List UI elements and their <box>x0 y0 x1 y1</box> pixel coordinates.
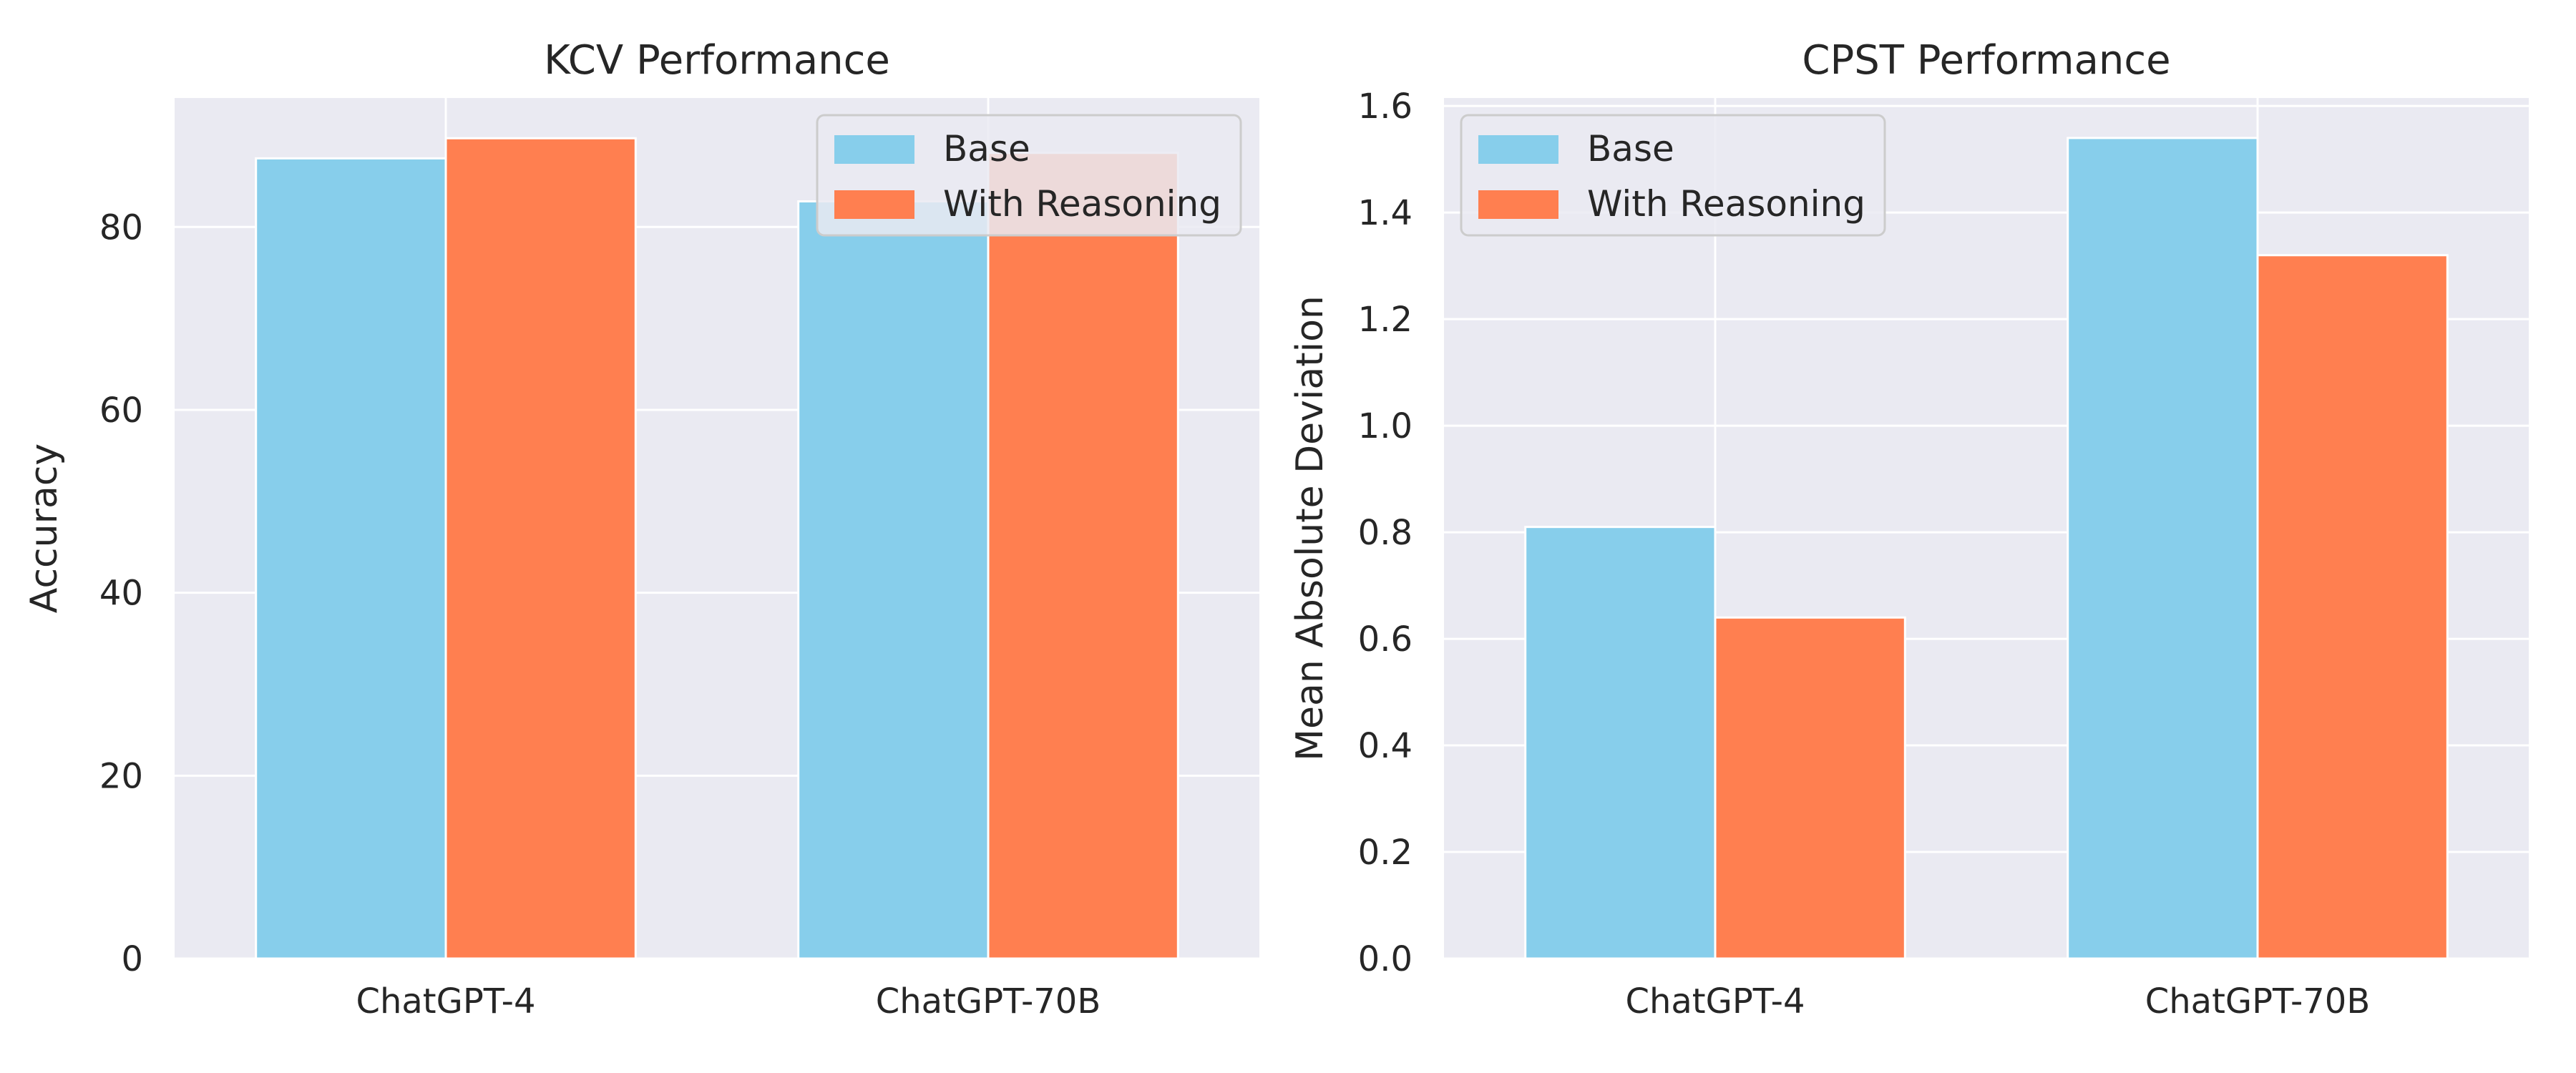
cpst-legend-box <box>1460 114 1886 237</box>
kcv-legend-label-base: Base <box>943 128 1030 170</box>
cpst-y-tick-label: 0.2 <box>1358 833 1413 873</box>
kcv-legend-swatch-reasoning <box>834 190 914 219</box>
cpst-chart-title: CPST Performance <box>1802 37 2170 84</box>
cpst-y-axis-label: Mean Absolute Deviation <box>1289 295 1332 761</box>
cpst-y-tick-label: 1.2 <box>1358 300 1413 340</box>
cpst-y-tick-label: 0.8 <box>1358 513 1413 553</box>
kcv-y-tick-label: 80 <box>99 207 143 248</box>
cpst-y-tick-label: 1.6 <box>1358 87 1413 127</box>
cpst-y-tick-label: 0.4 <box>1358 726 1413 766</box>
cpst-bar-base-chatgpt-4 <box>1524 526 1717 960</box>
cpst-bar-reasoning-chatgpt-70b <box>2256 254 2449 960</box>
cpst-chart-panel: 0.0 0.2 0.4 0.6 0.8 1.0 1.2 1.4 1.6 ChatGPT-4 Cha… <box>1289 37 2529 1021</box>
cpst-legend-label-base: Base <box>1587 128 1674 170</box>
cpst-legend-swatch-reasoning <box>1478 190 1558 219</box>
kcv-legend-label-reasoning: With Reasoning <box>943 183 1221 225</box>
kcv-y-tick-label: 40 <box>99 574 143 614</box>
kcv-legend-box <box>816 114 1242 237</box>
kcv-x-tick-label: ChatGPT-4 <box>356 981 535 1021</box>
kcv-bar-reasoning-chatgpt-4 <box>444 137 637 960</box>
cpst-y-tick-label: 0.0 <box>1358 939 1413 979</box>
cpst-legend-label-reasoning: With Reasoning <box>1587 183 1865 225</box>
cpst-legend: Base With Reasoning <box>1460 114 1886 237</box>
kcv-bar-base-chatgpt-4 <box>255 157 447 960</box>
cpst-bar-base-chatgpt-70b <box>2067 137 2259 960</box>
kcv-legend: Base With Reasoning <box>816 114 1242 237</box>
cpst-y-tick-label: 1.0 <box>1358 406 1413 446</box>
kcv-legend-swatch-base <box>834 135 914 164</box>
cpst-y-tick-label: 1.4 <box>1358 193 1413 233</box>
kcv-chart-title: KCV Performance <box>544 37 890 84</box>
cpst-x-tick-label: ChatGPT-4 <box>1625 981 1805 1021</box>
kcv-bar-reasoning-chatgpt-70b <box>987 152 1179 960</box>
kcv-y-tick-label: 0 <box>121 939 143 979</box>
kcv-y-tick-label: 60 <box>99 391 143 431</box>
kcv-y-tick-label: 20 <box>99 756 143 796</box>
cpst-bar-reasoning-chatgpt-4 <box>1714 616 1906 960</box>
cpst-y-tick-label: 0.6 <box>1358 619 1413 660</box>
kcv-bar-base-chatgpt-70b <box>797 200 990 960</box>
kcv-y-axis-label: Accuracy <box>23 444 66 613</box>
cpst-x-tick-label: ChatGPT-70B <box>2145 981 2371 1021</box>
cpst-legend-swatch-base <box>1478 135 1558 164</box>
kcv-x-tick-label: ChatGPT-70B <box>876 981 1101 1021</box>
kcv-chart-panel: 0 20 40 60 80 ChatGPT-4 ChatGPT-70B KCV Perfo… <box>23 37 1259 1021</box>
